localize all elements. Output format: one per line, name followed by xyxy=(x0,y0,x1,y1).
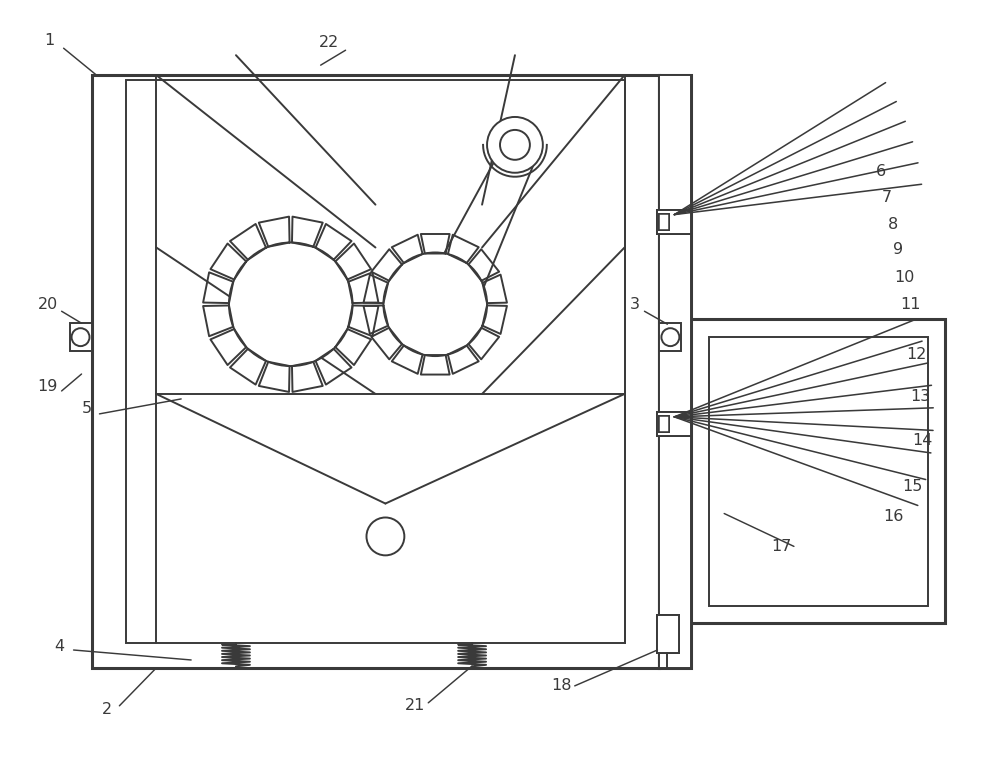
Text: 18: 18 xyxy=(552,679,572,694)
Text: 4: 4 xyxy=(55,638,65,653)
Bar xyxy=(657,209,691,234)
Text: 19: 19 xyxy=(37,380,58,395)
Circle shape xyxy=(412,282,458,327)
Bar xyxy=(659,323,681,351)
Circle shape xyxy=(366,518,404,556)
Text: 5: 5 xyxy=(81,402,92,417)
Bar xyxy=(709,337,928,606)
Bar xyxy=(70,323,92,351)
Bar xyxy=(691,320,945,623)
Bar xyxy=(659,213,669,229)
Text: 3: 3 xyxy=(630,297,640,312)
Bar xyxy=(659,416,669,432)
Bar xyxy=(657,412,691,436)
Circle shape xyxy=(661,328,679,346)
Bar xyxy=(657,615,679,653)
Circle shape xyxy=(487,117,543,173)
Text: 17: 17 xyxy=(771,539,791,554)
Bar xyxy=(659,75,691,668)
Text: 10: 10 xyxy=(894,270,915,285)
Text: 16: 16 xyxy=(883,509,904,524)
Text: 12: 12 xyxy=(906,347,927,361)
Text: 11: 11 xyxy=(900,297,921,312)
Bar xyxy=(659,75,691,668)
Text: 1: 1 xyxy=(45,33,55,48)
Bar xyxy=(657,412,691,436)
Text: 15: 15 xyxy=(902,479,923,494)
Bar xyxy=(126,80,625,643)
Bar xyxy=(657,209,691,234)
Text: 13: 13 xyxy=(910,389,931,405)
Text: 6: 6 xyxy=(876,164,886,179)
Bar xyxy=(657,615,679,653)
Circle shape xyxy=(72,328,90,346)
Circle shape xyxy=(500,130,530,160)
Circle shape xyxy=(263,276,319,332)
Text: 7: 7 xyxy=(882,191,892,205)
Circle shape xyxy=(383,253,487,356)
Bar xyxy=(659,416,669,432)
Text: 9: 9 xyxy=(893,242,904,257)
Circle shape xyxy=(229,243,353,366)
Bar xyxy=(659,213,669,229)
Bar xyxy=(92,75,659,668)
Text: 21: 21 xyxy=(405,698,425,713)
Text: 20: 20 xyxy=(38,297,58,312)
Text: 2: 2 xyxy=(101,702,112,717)
Text: 8: 8 xyxy=(887,217,898,232)
Text: 14: 14 xyxy=(912,433,933,449)
Text: 22: 22 xyxy=(319,35,339,50)
